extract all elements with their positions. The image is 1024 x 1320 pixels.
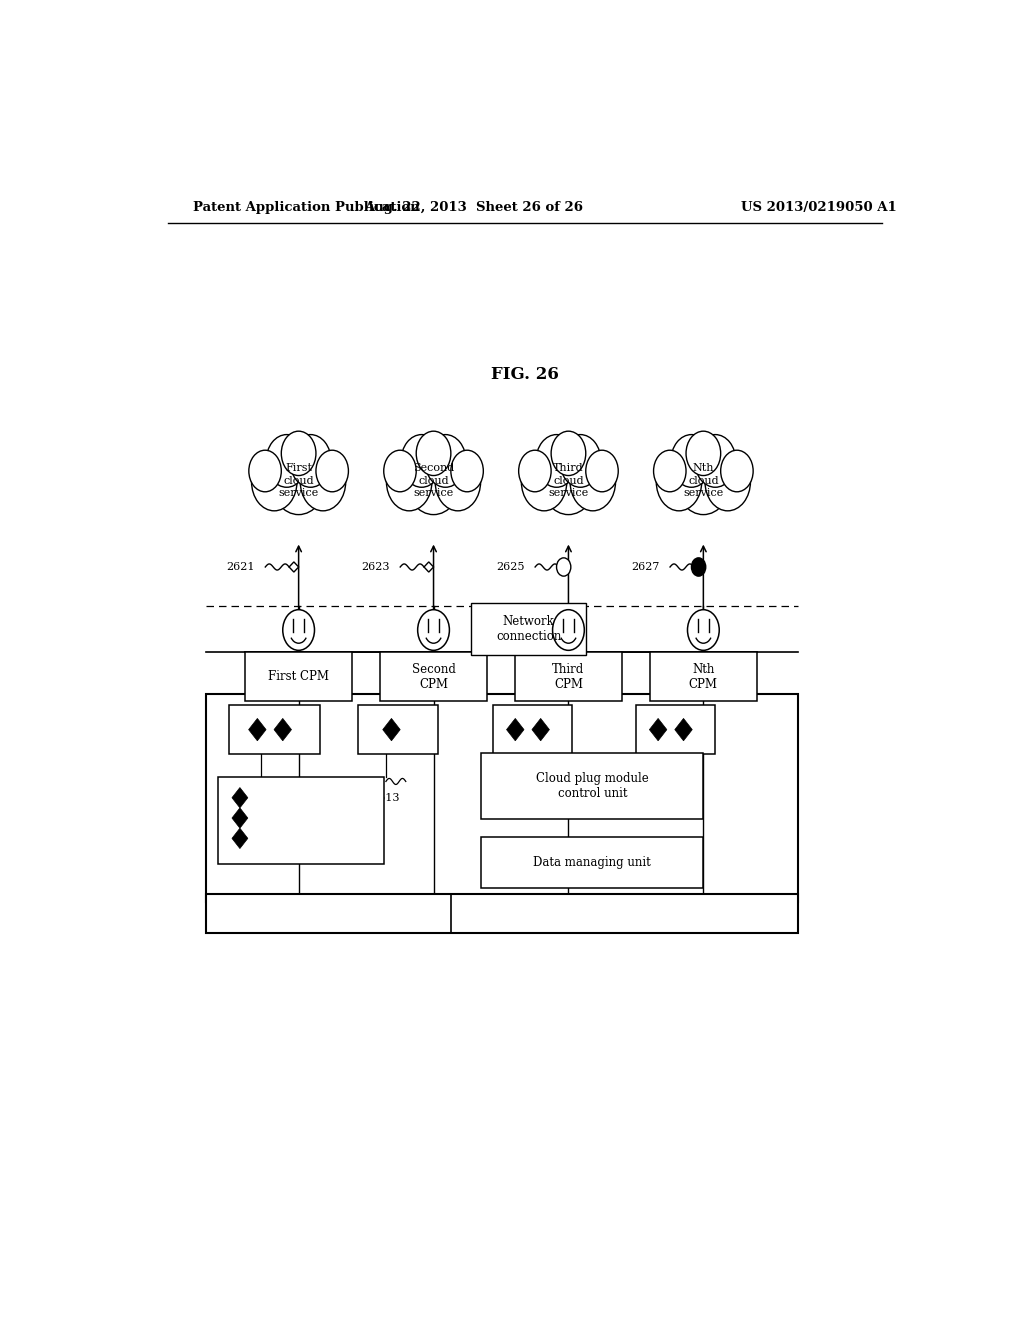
Polygon shape [291,655,306,675]
Circle shape [266,434,307,487]
Circle shape [675,442,731,515]
Polygon shape [289,562,299,572]
Circle shape [270,442,327,515]
Text: 2630: 2630 [526,669,555,680]
Circle shape [553,610,585,651]
Circle shape [416,432,451,475]
Text: Network
connection: Network connection [496,615,561,643]
Polygon shape [531,718,550,741]
FancyBboxPatch shape [229,705,321,754]
FancyBboxPatch shape [494,705,572,754]
Circle shape [570,453,615,511]
Circle shape [560,434,601,487]
Text: Cloud plug module
control unit: Cloud plug module control unit [536,772,648,800]
FancyBboxPatch shape [206,694,798,903]
FancyBboxPatch shape [636,705,715,754]
Circle shape [401,434,442,487]
Text: US 2013/0219050 A1: US 2013/0219050 A1 [740,201,896,214]
Text: Virtual folder: Virtual folder [257,793,333,803]
Text: Nth
cloud
service: Nth cloud service [683,463,724,498]
Polygon shape [232,828,248,849]
Polygon shape [424,562,433,572]
Polygon shape [649,718,667,741]
Circle shape [249,450,282,492]
Circle shape [252,453,297,511]
FancyBboxPatch shape [218,777,384,863]
Circle shape [451,450,483,492]
Polygon shape [232,788,248,808]
Text: First CPM: First CPM [268,671,329,684]
Circle shape [557,558,570,576]
Circle shape [696,627,711,645]
Circle shape [384,450,416,492]
Text: 2625: 2625 [497,562,524,572]
Circle shape [425,434,466,487]
Text: Second
cloud
service: Second cloud service [413,463,455,498]
Text: Second
CPM: Second CPM [412,663,456,690]
FancyBboxPatch shape [471,602,587,656]
Text: 2613: 2613 [372,792,400,803]
Circle shape [386,453,432,511]
Polygon shape [291,626,306,647]
Text: 2623: 2623 [361,562,390,572]
FancyBboxPatch shape [650,652,757,701]
Circle shape [316,450,348,492]
Polygon shape [232,808,248,828]
Text: Memory unit: Memory unit [288,907,370,920]
FancyBboxPatch shape [380,652,487,701]
Circle shape [406,442,462,515]
FancyBboxPatch shape [481,752,703,818]
Text: Data managing unit: Data managing unit [534,857,651,870]
Text: FIG. 26: FIG. 26 [490,367,559,383]
Circle shape [282,432,316,475]
Circle shape [300,453,346,511]
Text: 2611: 2611 [247,792,275,803]
Circle shape [536,434,578,487]
FancyBboxPatch shape [515,652,622,701]
Circle shape [691,558,706,576]
Circle shape [687,610,719,651]
Text: Third
CPM: Third CPM [552,663,585,690]
Text: I/O user interface: I/O user interface [568,907,681,920]
Polygon shape [426,626,441,647]
Text: 2621: 2621 [226,562,255,572]
Circle shape [671,434,712,487]
Text: Aug. 22, 2013  Sheet 26 of 26: Aug. 22, 2013 Sheet 26 of 26 [364,201,583,214]
Polygon shape [249,718,266,741]
Circle shape [694,434,736,487]
Text: Nth
CPM: Nth CPM [689,663,718,690]
Text: 2615: 2615 [560,779,588,789]
Circle shape [290,434,331,487]
Polygon shape [675,718,692,741]
Circle shape [686,432,721,475]
Circle shape [705,453,751,511]
Text: 2627: 2627 [632,562,659,572]
FancyBboxPatch shape [481,837,703,888]
Polygon shape [274,718,292,741]
Text: Patent Application Publication: Patent Application Publication [194,201,420,214]
Circle shape [518,450,551,492]
Text: First
cloud
service: First cloud service [279,463,318,498]
Text: 2617: 2617 [649,792,678,803]
Text: storage unit: storage unit [257,820,326,830]
Circle shape [586,450,618,492]
Circle shape [721,450,754,492]
Polygon shape [507,718,524,741]
Circle shape [418,610,450,651]
Circle shape [551,432,586,475]
FancyBboxPatch shape [245,652,352,701]
Circle shape [696,656,711,673]
FancyBboxPatch shape [206,894,798,933]
Circle shape [541,442,597,515]
Circle shape [283,610,314,651]
Text: Third
cloud
service: Third cloud service [548,463,589,498]
Circle shape [656,453,701,511]
Circle shape [653,450,686,492]
Circle shape [435,453,480,511]
FancyBboxPatch shape [358,705,437,754]
Circle shape [521,453,567,511]
Polygon shape [383,718,400,741]
